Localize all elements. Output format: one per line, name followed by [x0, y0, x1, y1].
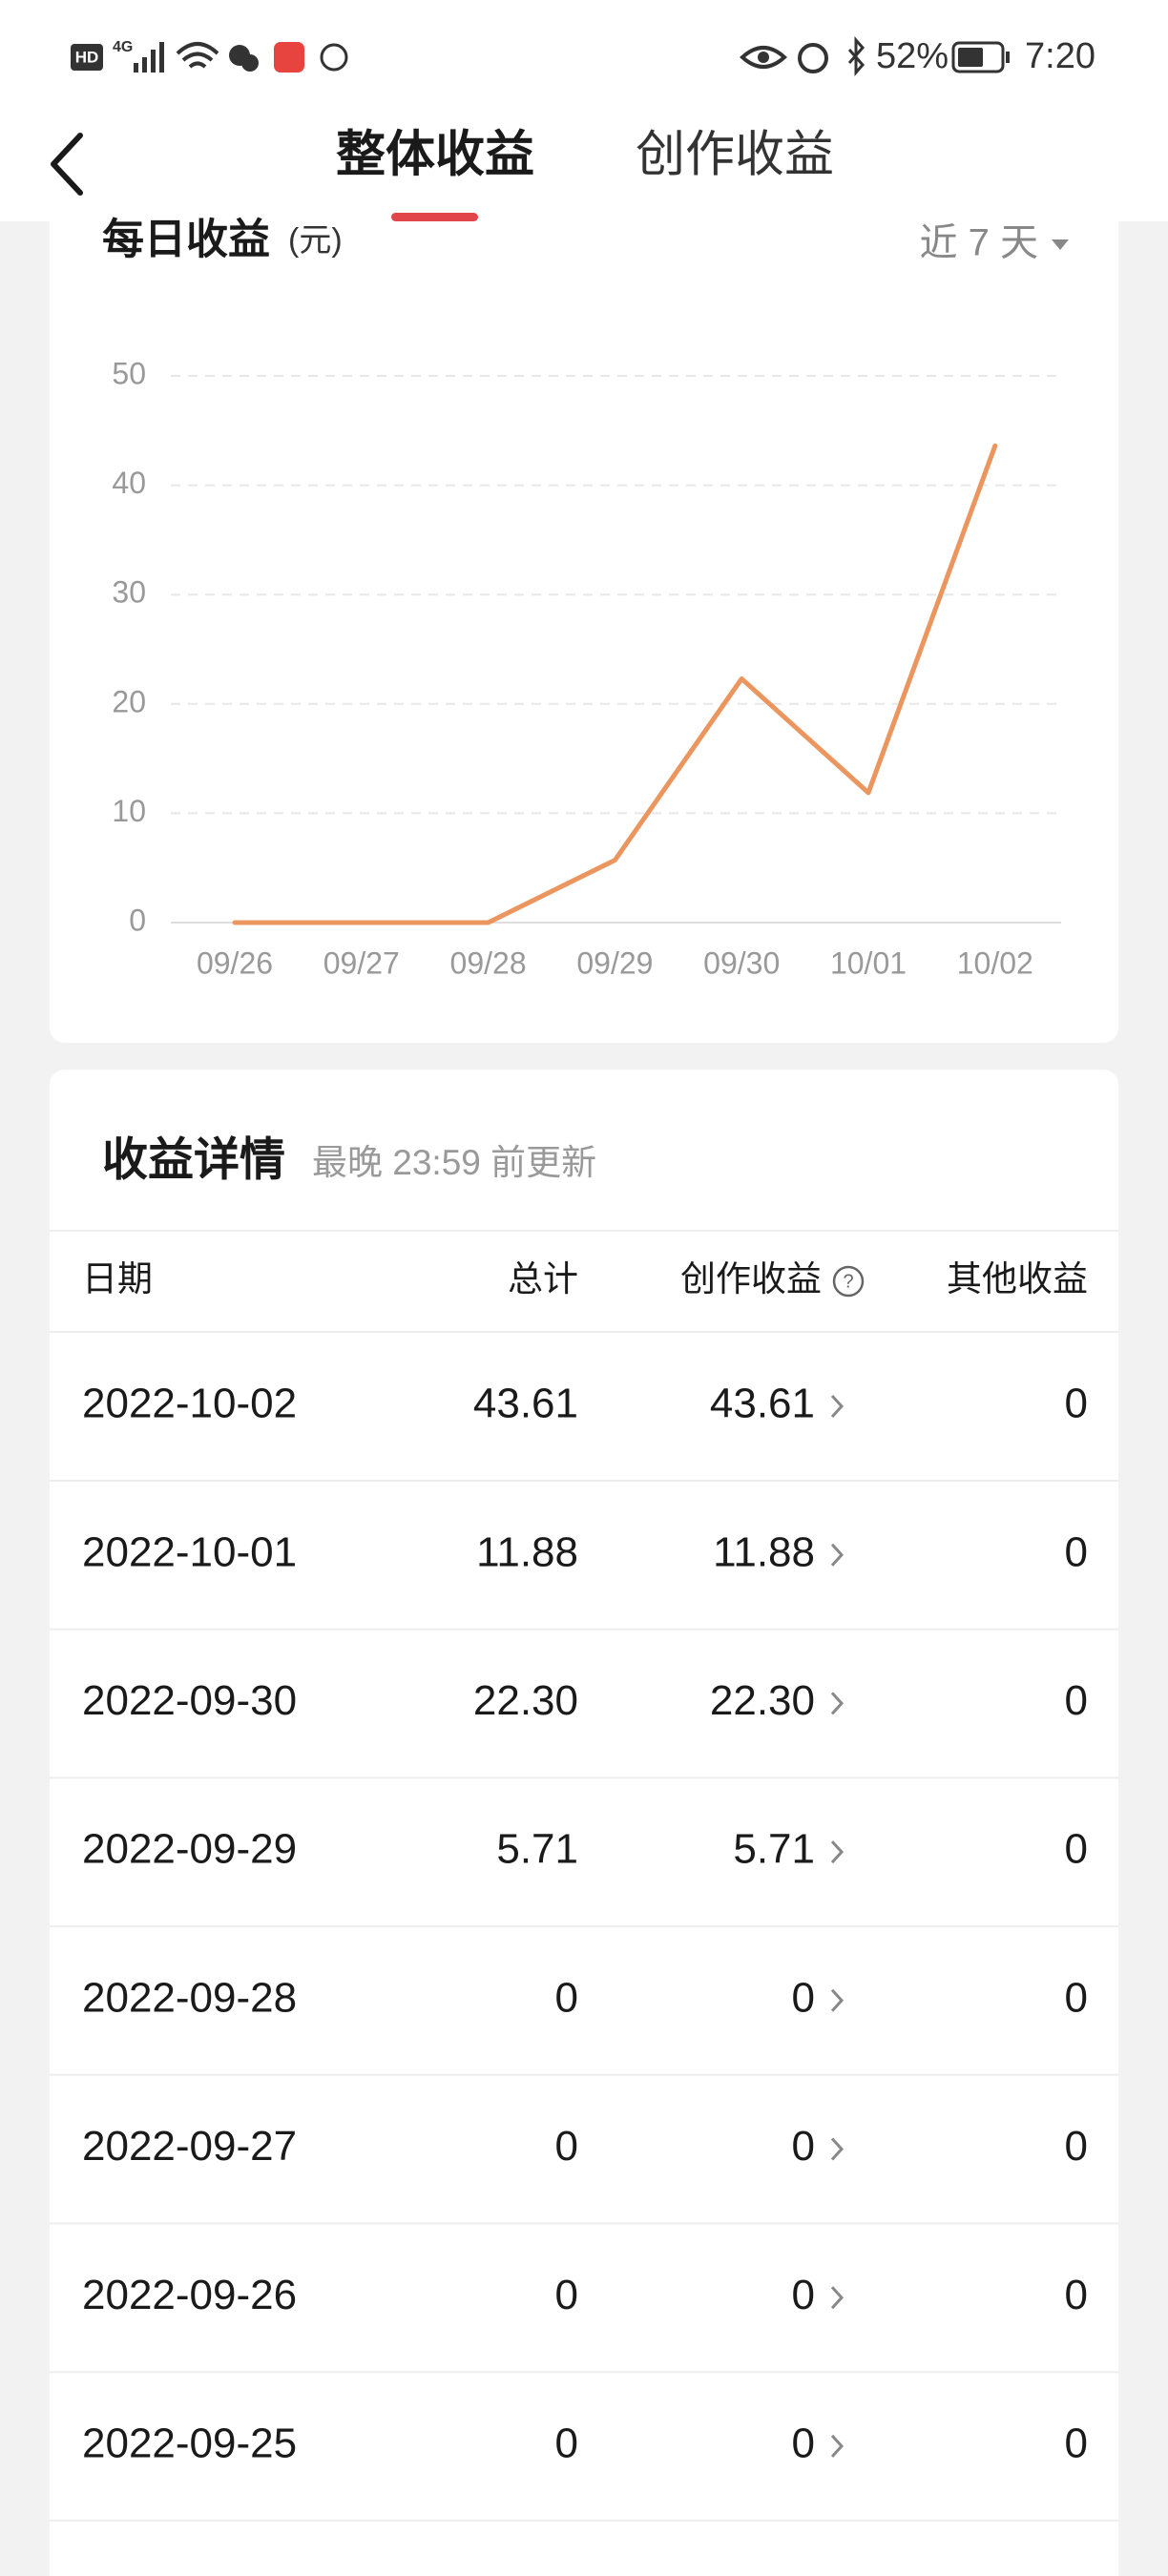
table-cell: 2022-09-27 — [82, 2123, 297, 2170]
data-line — [232, 443, 998, 925]
table-cell: 0 — [792, 1974, 815, 2021]
row-chevron[interactable] — [830, 1988, 845, 2012]
table-cell: 11.88 — [476, 1528, 578, 1575]
battery-level — [958, 48, 983, 67]
table-cell: 0 — [792, 2123, 815, 2170]
table-cell: 0 — [1065, 1974, 1088, 2021]
back-button[interactable] — [51, 133, 83, 196]
column-header: 创作收益 — [680, 1259, 822, 1298]
row-chevron[interactable] — [830, 2286, 845, 2310]
table-cell: 0 — [792, 2420, 815, 2467]
details-card — [50, 1070, 1118, 2576]
y-tick-label: 40 — [112, 466, 146, 500]
x-tick-label: 09/28 — [450, 945, 527, 980]
table-cell: 2022-10-02 — [82, 1381, 297, 1427]
table-cell: 2022-09-30 — [82, 1677, 297, 1724]
x-tick-label: 10/01 — [830, 945, 907, 980]
row-chevron[interactable] — [830, 1840, 845, 1864]
table-cell: 0 — [555, 2420, 578, 2467]
column-header: 日期 — [82, 1259, 153, 1298]
table-cell: 0 — [1065, 2123, 1088, 2170]
y-tick-label: 50 — [112, 356, 146, 390]
table-cell: 11.88 — [713, 1528, 815, 1575]
chart-unit: (元) — [288, 222, 343, 259]
battery-icon — [951, 41, 1005, 73]
table-cell: 0 — [1065, 2420, 1088, 2467]
table-cell: 0 — [1065, 2272, 1088, 2318]
table-cell: 0 — [555, 2123, 578, 2170]
y-tick-label: 0 — [129, 903, 146, 937]
table-cell: 2022-09-26 — [82, 2272, 297, 2318]
alarm-icon — [798, 43, 828, 73]
wechat-icon-2 — [241, 54, 259, 72]
chart-title: 每日收益 — [102, 217, 270, 263]
app-icon — [274, 42, 304, 73]
table-cell: 22.30 — [473, 1677, 578, 1724]
table-cell: 0 — [1065, 1677, 1088, 1724]
table-cell: 2022-09-29 — [82, 1826, 297, 1873]
eye-pupil — [758, 52, 769, 63]
x-tick-label: 09/26 — [197, 945, 273, 980]
tab[interactable]: 创作收益 — [636, 128, 834, 183]
table-cell: 0 — [1065, 1826, 1088, 1873]
battery-tip — [1006, 52, 1010, 63]
battery-text: 52% — [876, 36, 949, 76]
bluetooth-icon — [847, 36, 865, 76]
row-chevron[interactable] — [830, 1692, 845, 1715]
row-chevron[interactable] — [830, 2434, 845, 2458]
y-tick-label: 20 — [112, 684, 146, 718]
top-bar — [0, 0, 1168, 221]
table-cell: 0 — [1065, 1381, 1088, 1427]
table-cell: 0 — [555, 1974, 578, 2021]
network-text: 4G — [113, 39, 133, 55]
time-text: 7:20 — [1025, 36, 1095, 76]
column-header: 其他收益 — [947, 1259, 1088, 1298]
chart-card — [50, 191, 1118, 1043]
tab-active[interactable]: 整体收益 — [336, 128, 534, 183]
table-cell: 0 — [792, 2272, 815, 2318]
table-cell: 0 — [1065, 1528, 1088, 1575]
tab-indicator — [391, 213, 478, 221]
row-chevron[interactable] — [830, 2137, 845, 2161]
table-cell: 2022-10-01 — [82, 1528, 297, 1575]
y-tick-label: 30 — [112, 575, 146, 610]
signal-icon — [134, 42, 164, 73]
table-cell: 43.61 — [473, 1381, 578, 1427]
hd-text: HD — [75, 48, 99, 66]
table-cell: 2022-09-28 — [82, 1974, 297, 2021]
table-cell: 22.30 — [710, 1677, 815, 1724]
x-tick-label: 09/29 — [576, 945, 653, 980]
dropdown-arrow[interactable] — [1052, 239, 1069, 250]
x-tick-label: 09/27 — [323, 945, 400, 980]
y-tick-label: 10 — [112, 794, 146, 828]
table-cell: 5.71 — [496, 1826, 578, 1873]
details-subtitle: 最晚 23:59 前更新 — [312, 1143, 596, 1182]
column-header: 总计 — [508, 1259, 578, 1298]
help-icon[interactable] — [832, 1265, 865, 1298]
eye-icon — [740, 46, 787, 69]
help-icon-mark[interactable]: ? — [843, 1271, 853, 1292]
hd-badge — [71, 44, 103, 71]
x-tick-label: 10/02 — [957, 945, 1033, 980]
chat-icon — [320, 43, 348, 72]
wifi-icon — [176, 42, 219, 69]
details-title: 收益详情 — [102, 1135, 285, 1186]
row-chevron[interactable] — [830, 1543, 845, 1567]
table-cell: 2022-09-25 — [82, 2420, 297, 2467]
table-cell: 5.71 — [733, 1826, 815, 1873]
table-cell: 43.61 — [710, 1381, 815, 1427]
range-selector[interactable]: 近 7 天 — [920, 222, 1038, 264]
row-chevron[interactable] — [830, 1394, 845, 1419]
x-tick-label: 09/30 — [703, 945, 780, 980]
table-cell: 0 — [555, 2272, 578, 2318]
